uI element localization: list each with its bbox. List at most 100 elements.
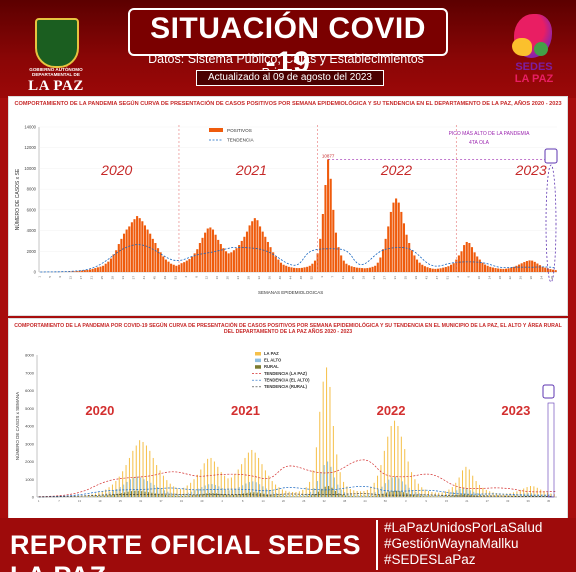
bar-rural [477, 495, 479, 497]
bar-rural [345, 495, 347, 497]
y-tick-label: 12000 [24, 145, 36, 150]
bar-el-alto [143, 479, 145, 497]
year-label: 2020 [85, 403, 114, 418]
bar-el-alto [446, 494, 448, 497]
bar-la-paz [346, 486, 348, 497]
bar-rural [287, 496, 289, 497]
bar-el-alto [201, 487, 203, 497]
bar-positivos [201, 237, 204, 272]
bar-positivos [298, 268, 301, 272]
x-tick-label: 13 [69, 276, 73, 280]
bar-rural [392, 490, 394, 497]
bar-positivos [423, 266, 426, 272]
bar-la-paz [448, 489, 450, 497]
bar-positivos [405, 234, 408, 272]
bar-el-alto [153, 484, 155, 497]
bar-rural [474, 495, 476, 497]
bar-la-paz [74, 496, 76, 497]
y-tick-label: 14000 [24, 125, 36, 130]
bar-positivos [533, 261, 536, 272]
bar-el-alto [316, 481, 318, 497]
bar-rural [351, 496, 353, 497]
bar-rural [334, 490, 336, 497]
bar-la-paz [465, 466, 467, 497]
bar-positivos [211, 229, 215, 272]
bar-el-alto [439, 495, 441, 497]
bar-el-alto [255, 482, 257, 497]
coat-of-arms-icon [35, 18, 79, 68]
bar-la-paz [516, 491, 518, 497]
bar-positivos [381, 249, 385, 272]
bar-el-alto [422, 494, 424, 497]
legend-label: RURAL [264, 364, 279, 369]
bar-rural [229, 494, 231, 497]
bar-el-alto [357, 494, 359, 497]
y-tick-label: 7000 [25, 370, 35, 375]
bar-la-paz [309, 481, 311, 497]
bar-positivos [303, 267, 306, 272]
bar-positivos [245, 231, 249, 272]
bar-la-paz [499, 493, 501, 497]
bar-la-paz [458, 477, 460, 497]
bar-positivos [256, 220, 259, 272]
bar-la-paz [550, 493, 552, 497]
bar-el-alto [480, 493, 482, 497]
bar-rural [379, 494, 381, 497]
bar-positivos [313, 260, 317, 272]
bar-rural [467, 494, 469, 497]
bar-positivos [413, 255, 416, 272]
x-tick-label: 51 [445, 276, 449, 280]
bar-positivos [515, 265, 518, 272]
bar-la-paz [251, 449, 253, 497]
bar-la-paz [424, 489, 426, 497]
bar-positivos [308, 265, 311, 272]
bar-la-paz [366, 489, 368, 497]
bar-el-alto [452, 491, 454, 497]
bar-rural [113, 494, 115, 497]
bar-positivos [248, 225, 251, 272]
bar-el-alto [289, 495, 291, 497]
bar-el-alto [221, 488, 223, 497]
bar-rural [426, 496, 428, 497]
bar-positivos [112, 254, 115, 272]
bar-la-paz [220, 472, 222, 497]
logo-city-text: LA PAZ [28, 78, 84, 94]
logo-org-text: GOBIERNO AUTÓNOMO DEPARTAMENTAL DE [29, 67, 83, 77]
bar-positivos [447, 266, 450, 272]
bar-positivos [368, 267, 371, 272]
bar-el-alto [333, 477, 335, 497]
bar-positivos [185, 260, 188, 272]
bar-rural [158, 493, 160, 497]
year-label: 2022 [380, 162, 412, 178]
bar-el-alto [432, 495, 434, 497]
y-tick-label: 2000 [25, 459, 35, 464]
bar-la-paz [312, 470, 314, 497]
bar-la-paz [380, 465, 382, 497]
x-tick-label: 25 [119, 499, 123, 503]
y-tick-label: 6000 [25, 388, 35, 393]
year-label: 2020 [100, 162, 132, 178]
bar-rural [450, 495, 452, 497]
bar-la-paz [145, 445, 147, 497]
x-tick-label: 20 [282, 499, 286, 503]
bar-el-alto [537, 494, 539, 497]
bar-el-alto [177, 493, 179, 497]
bar-positivos [170, 263, 173, 272]
x-tick-label: 39 [527, 499, 531, 503]
bar-la-paz [203, 463, 205, 497]
bar-positivos [217, 239, 220, 272]
bar-positivos [538, 265, 542, 272]
bar-el-alto [197, 488, 199, 497]
bar-la-paz [455, 482, 457, 497]
bar-el-alto [262, 486, 264, 497]
bar-positivos [512, 266, 515, 272]
bar-positivos [481, 262, 484, 272]
bar-la-paz [179, 489, 181, 497]
bar-rural [447, 496, 449, 497]
bar-la-paz [292, 492, 294, 497]
bar-rural [93, 496, 95, 497]
latest-week-highlight [545, 164, 557, 283]
header: GOBIERNO AUTÓNOMO DEPARTAMENTAL DE LA PA… [0, 0, 576, 98]
bar-la-paz [173, 486, 175, 497]
bar-el-alto [520, 493, 522, 497]
